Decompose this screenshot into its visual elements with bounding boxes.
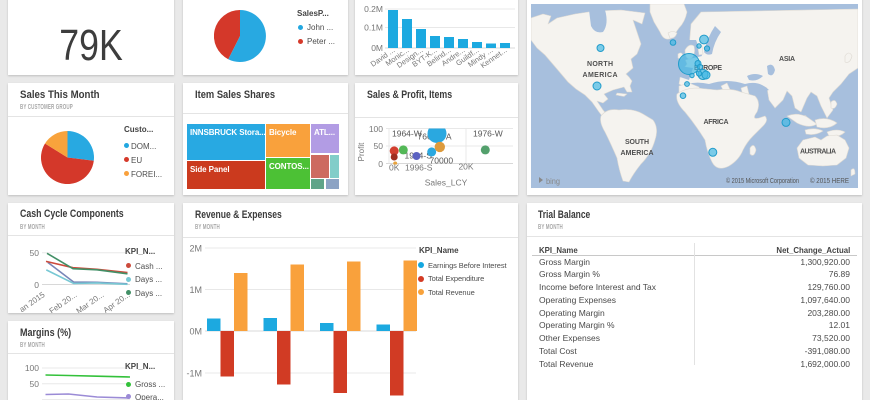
svg-text:1976-W: 1976-W bbox=[473, 128, 503, 138]
svg-text:AUSTRALIA: AUSTRALIA bbox=[800, 149, 836, 156]
svg-text:0M: 0M bbox=[371, 43, 383, 53]
svg-text:70000: 70000 bbox=[430, 155, 454, 165]
svg-text:100: 100 bbox=[25, 363, 39, 373]
svg-text:50: 50 bbox=[30, 248, 40, 258]
svg-text:0M: 0M bbox=[189, 326, 202, 336]
svg-text:Feb 20...: Feb 20... bbox=[48, 290, 79, 313]
svg-text:Sales_LCY: Sales_LCY bbox=[425, 177, 468, 187]
svg-text:50: 50 bbox=[374, 141, 384, 151]
svg-text:© 2015 Microsoft Corporation: © 2015 Microsoft Corporation bbox=[726, 177, 799, 185]
svg-text:1M: 1M bbox=[189, 285, 202, 295]
svg-text:0: 0 bbox=[34, 280, 39, 290]
svg-text:bing: bing bbox=[546, 177, 560, 186]
svg-text:2M: 2M bbox=[189, 243, 202, 253]
svg-text:20K: 20K bbox=[458, 161, 473, 171]
svg-text:0K: 0K bbox=[389, 162, 400, 172]
svg-text:0.2M: 0.2M bbox=[364, 4, 383, 14]
svg-text:ASIA: ASIA bbox=[779, 56, 795, 63]
svg-text:© 2015 HERE: © 2015 HERE bbox=[810, 177, 849, 185]
svg-text:EUROPE: EUROPE bbox=[694, 65, 722, 72]
svg-text:0.1M: 0.1M bbox=[364, 23, 383, 33]
svg-text:AFRICA: AFRICA bbox=[704, 119, 729, 126]
svg-text:0: 0 bbox=[378, 159, 383, 169]
svg-text:NORTH: NORTH bbox=[587, 61, 613, 68]
svg-text:AMERICA: AMERICA bbox=[583, 72, 618, 79]
svg-text:50: 50 bbox=[30, 378, 40, 388]
svg-text:AMERICA: AMERICA bbox=[621, 150, 654, 157]
svg-text:Mar 20...: Mar 20... bbox=[75, 290, 106, 313]
svg-text:1964-W: 1964-W bbox=[392, 128, 422, 138]
svg-text:an 2015: an 2015 bbox=[18, 289, 47, 313]
svg-text:1996-S: 1996-S bbox=[405, 162, 433, 172]
svg-text:SOUTH: SOUTH bbox=[625, 139, 649, 146]
svg-text:100: 100 bbox=[369, 124, 383, 134]
svg-text:-1M: -1M bbox=[187, 368, 203, 378]
svg-text:Profit: Profit bbox=[357, 141, 366, 160]
